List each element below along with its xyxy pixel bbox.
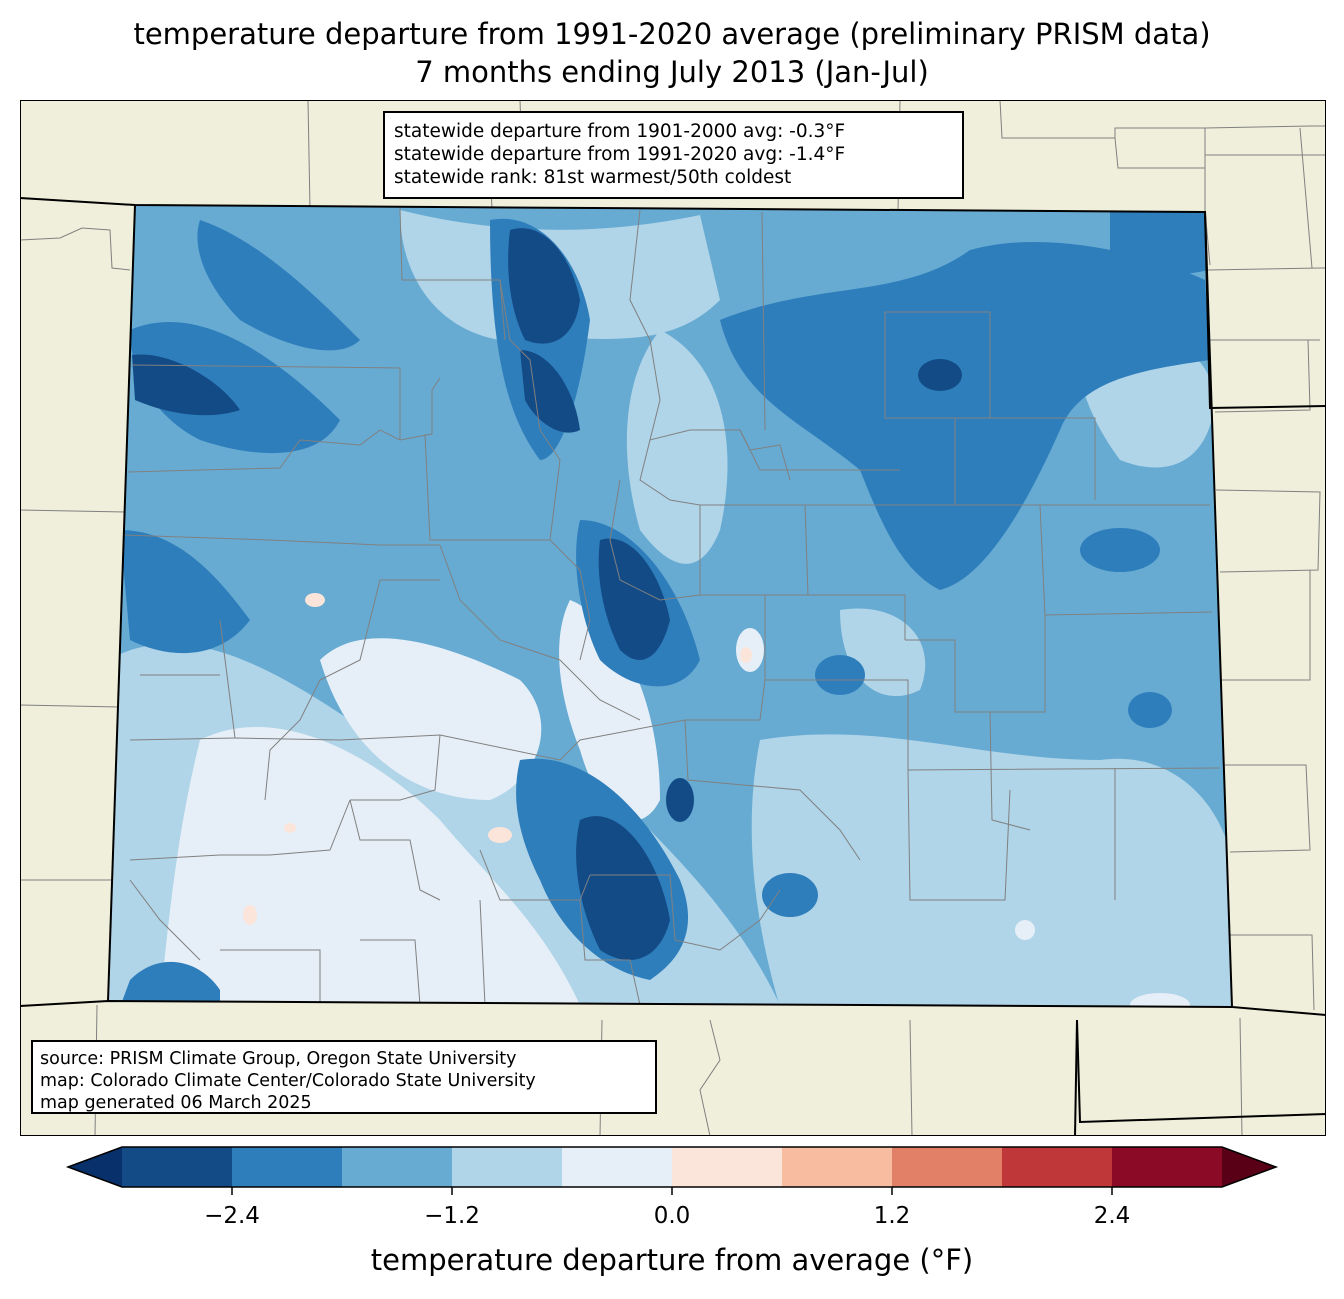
colorbar-segment [342,1147,453,1187]
colorbar-arrow-low [68,1147,122,1187]
colorbar-tick-label: −2.4 [204,1203,260,1229]
colorbar-segment [452,1147,563,1187]
stats-line-rank: statewide rank: 81st warmest/50th coldes… [394,167,792,188]
colorbar-segment [122,1147,233,1187]
colorbar-segment [562,1147,673,1187]
source-line: source: PRISM Climate Group, Oregon Stat… [40,1049,517,1069]
colorbar-outline [65,1146,1279,1188]
colorbar-segment [1112,1147,1223,1187]
colorbar-segment [1002,1147,1113,1187]
map-title: temperature departure from 1991-2020 ave… [133,17,1211,51]
colorbar-segment [892,1147,1003,1187]
generated-date-line: map generated 06 March 2025 [40,1093,312,1113]
colorbar-tick-label: 1.2 [874,1203,911,1229]
colorbar-segment [672,1147,783,1187]
stats-line-1901-2000: statewide departure from 1901-2000 avg: … [394,121,846,142]
colorbar-segment [782,1147,893,1187]
temperature-departure-field [108,205,1232,1007]
colorbar-tick-label: 0.0 [654,1203,691,1229]
stats-line-1991-2020: statewide departure from 1991-2020 avg: … [394,144,846,165]
colorbar-arrow-high [1222,1147,1276,1187]
county-lines [124,207,1221,1006]
colorbar-tick-label: 2.4 [1094,1203,1131,1229]
colorbar-segment [232,1147,343,1187]
colorbar-tick-label: −1.2 [424,1203,480,1229]
statewide-stats-box: statewide departure from 1901-2000 avg: … [383,111,964,199]
colorbar-title: temperature departure from average (°F) [370,1243,974,1277]
source-box: source: PRISM Climate Group, Oregon Stat… [31,1040,657,1114]
map-subtitle: 7 months ending July 2013 (Jan-Jul) [415,55,929,89]
map-credit-line: map: Colorado Climate Center/Colorado St… [40,1071,536,1091]
colorado-map [20,100,1326,1136]
colorbar: −2.4 −1.2 0.0 1.2 2.4 [65,1146,1279,1229]
state-borders [20,197,1326,1136]
